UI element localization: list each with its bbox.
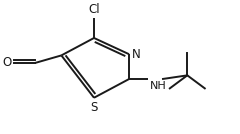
Text: NH: NH: [150, 81, 167, 91]
Text: N: N: [132, 48, 141, 61]
Text: S: S: [90, 101, 98, 114]
Text: O: O: [3, 56, 12, 69]
Text: Cl: Cl: [88, 3, 100, 16]
